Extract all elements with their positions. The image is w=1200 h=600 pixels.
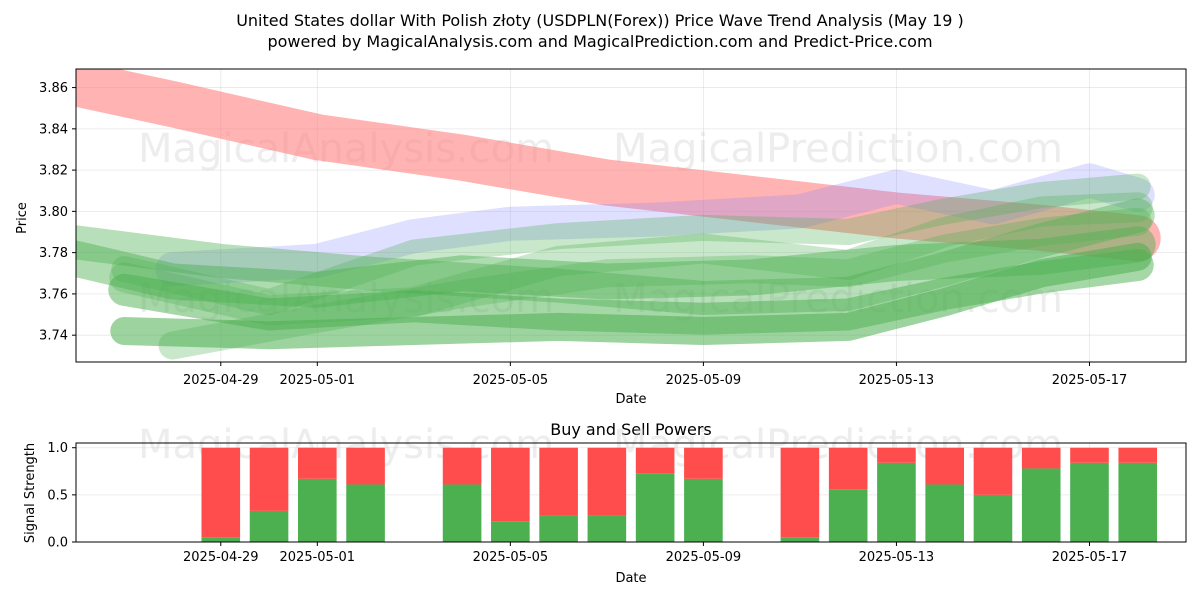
sell-bar — [539, 447, 578, 516]
signal-x-tick-label: 2025-05-01 — [280, 550, 356, 565]
buy-bar — [1118, 462, 1158, 542]
signal-x-tick-label: 2025-04-29 — [183, 550, 259, 565]
figure-subtitle: powered by MagicalAnalysis.com and Magic… — [267, 32, 932, 51]
sell-bar — [587, 447, 627, 516]
price-y-tick-label: 3.74 — [39, 329, 68, 344]
price-wave-band — [76, 226, 1156, 308]
price-y-label: Price — [15, 202, 30, 234]
price-x-tick-label: 2025-05-17 — [1052, 373, 1128, 388]
buy-bar — [1021, 468, 1061, 542]
price-x-tick-label: 2025-05-05 — [473, 373, 549, 388]
price-wave-band — [158, 207, 1152, 360]
buy-bar — [684, 478, 723, 542]
buy-bar — [346, 484, 385, 542]
buy-bar — [877, 462, 916, 542]
buy-bar — [587, 515, 627, 542]
price-wave-band — [110, 242, 1152, 350]
sell-bar — [1070, 447, 1109, 463]
price-y-tick-label: 3.76 — [39, 287, 68, 302]
price-x-tick-label: 2025-05-01 — [280, 373, 356, 388]
price-series — [76, 69, 1161, 360]
buy-bar — [298, 478, 337, 542]
price-y-tick-label: 3.78 — [39, 246, 68, 261]
sell-bar — [1118, 447, 1158, 463]
price-wave-band — [76, 198, 1155, 315]
sell-bar — [635, 447, 675, 474]
signal-y-label: Signal Strength — [23, 443, 38, 543]
buy-bar — [1070, 462, 1109, 542]
sell-bar — [442, 447, 482, 485]
buy-bar — [491, 521, 530, 542]
buy-bar — [973, 494, 1013, 542]
signal-y-ticks: 0.0 0.5 1.0 — [47, 441, 76, 551]
price-y-ticks: 3.74 3.76 3.78 3.80 3.82 3.84 3.86 — [39, 81, 76, 344]
price-wave-band — [76, 69, 1161, 262]
signal-plot-frame — [75, 442, 1187, 543]
buy-bar — [780, 537, 820, 542]
price-wave-band — [111, 173, 1151, 316]
sell-bar — [491, 447, 530, 522]
price-x-ticks: 2025-04-29 2025-05-01 2025-05-05 2025-05-09… — [183, 362, 1127, 388]
signal-title: Buy and Sell Powers — [550, 420, 712, 439]
sell-bar — [973, 447, 1013, 495]
signal-x-tick-label: 2025-05-13 — [859, 550, 935, 565]
sell-bar — [877, 447, 916, 463]
sell-bar — [249, 447, 289, 511]
buy-bar — [539, 515, 578, 542]
signal-y-tick-label: 1.0 — [47, 441, 68, 456]
sell-bar — [925, 447, 964, 485]
signal-x-ticks: 2025-04-29 2025-05-01 2025-05-05 2025-05-09… — [183, 542, 1127, 565]
sell-bar — [684, 447, 723, 479]
price-x-tick-label: 2025-05-13 — [859, 373, 935, 388]
price-y-tick-label: 3.84 — [39, 122, 68, 137]
buy-bar — [828, 489, 868, 542]
signal-x-tick-label: 2025-05-09 — [666, 550, 742, 565]
sell-bar — [828, 447, 868, 490]
buy-bar — [635, 473, 675, 542]
price-x-tick-label: 2025-05-09 — [666, 373, 742, 388]
sell-bar — [298, 447, 337, 479]
buy-bar — [442, 484, 482, 542]
price-plot-frame — [75, 68, 1187, 363]
sell-bar — [201, 447, 241, 538]
signal-x-label: Date — [615, 571, 646, 586]
price-y-tick-label: 3.82 — [39, 164, 68, 179]
price-y-tick-label: 3.86 — [39, 81, 68, 96]
watermark-prediction: MagicalPrediction.com — [613, 126, 1063, 172]
signal-x-tick-label: 2025-05-17 — [1052, 550, 1128, 565]
figure-title: United States dollar With Polish złoty (… — [236, 11, 964, 30]
signal-y-tick-label: 0.0 — [47, 536, 68, 551]
price-x-tick-label: 2025-04-29 — [183, 373, 259, 388]
signal-bars — [201, 447, 1158, 542]
signal-y-tick-label: 0.5 — [47, 488, 68, 503]
buy-bar — [201, 537, 241, 542]
price-x-label: Date — [615, 392, 646, 407]
price-y-tick-label: 3.80 — [39, 205, 68, 220]
buy-bar — [925, 484, 964, 542]
signal-x-tick-label: 2025-05-05 — [473, 550, 549, 565]
sell-bar — [780, 447, 820, 538]
sell-bar — [346, 447, 385, 485]
buy-bar — [249, 510, 289, 542]
sell-bar — [1021, 447, 1061, 469]
price-wave-band — [155, 163, 1155, 287]
